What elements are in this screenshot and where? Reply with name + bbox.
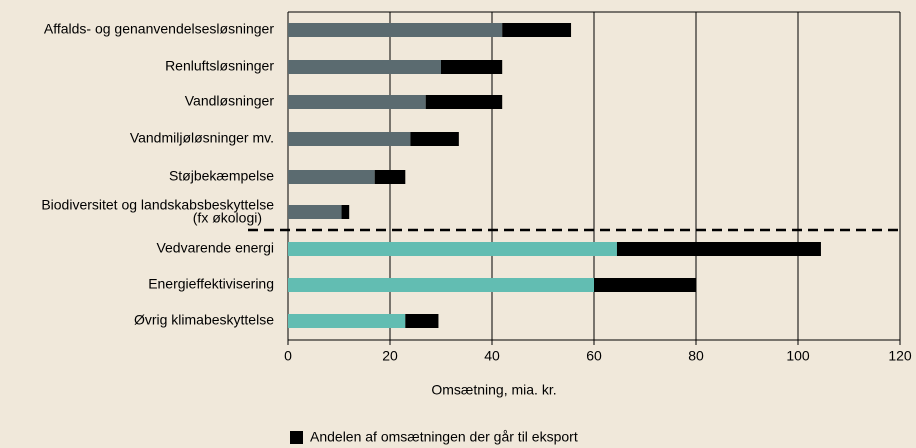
bar-segment [288,23,503,37]
x-tick-label: 20 [382,348,398,364]
bar-segment [441,60,503,74]
x-tick-label: 100 [786,348,810,364]
bar-segment [288,60,441,74]
y-tick-label: Vandmiljøløsninger mv. [130,130,274,146]
bar-segment [341,205,350,219]
bar-segment [374,170,406,184]
x-tick-label: 0 [284,348,292,364]
legend-swatch [290,431,303,444]
label-line: (fx økologi) [193,209,262,225]
bar-segment [288,132,411,146]
x-tick-label: 40 [484,348,500,364]
bar-segment [425,95,503,109]
x-axis-label: Omsætning, mia. kr. [431,382,556,398]
bar-segment [502,23,572,37]
bar-segment [288,278,594,292]
y-tick-label: Affalds- og genanvendelsesløsninger [44,21,274,37]
bar-segment [410,132,459,146]
y-tick-label: Biodiversitet og landskabsbeskyttelse (fx… [41,196,274,225]
x-tick-label: 60 [586,348,602,364]
label-line: Biodiversitet og landskabsbeskyttelse [41,196,274,212]
bar-segment [616,242,821,256]
bar-segment [288,242,617,256]
y-tick-label: Vandløsninger [185,93,275,109]
y-tick-label: Øvrig klimabeskyttelse [134,312,274,328]
y-tick-label: Energieffektivisering [148,276,274,292]
bar-segment [288,314,406,328]
legend-label: Andelen af omsætningen der går til ekspo… [310,429,578,445]
bar-segment [594,278,696,292]
x-tick-label: 120 [888,348,912,364]
y-tick-label: Støjbekæmpelse [169,168,274,184]
bar-segment [288,205,342,219]
bar-segment [288,170,375,184]
y-tick-label: Renluftsløsninger [165,58,274,74]
bar-segment [405,314,439,328]
y-tick-label: Vedvarende energi [156,240,274,256]
bar-segment [288,95,426,109]
x-tick-label: 80 [688,348,704,364]
